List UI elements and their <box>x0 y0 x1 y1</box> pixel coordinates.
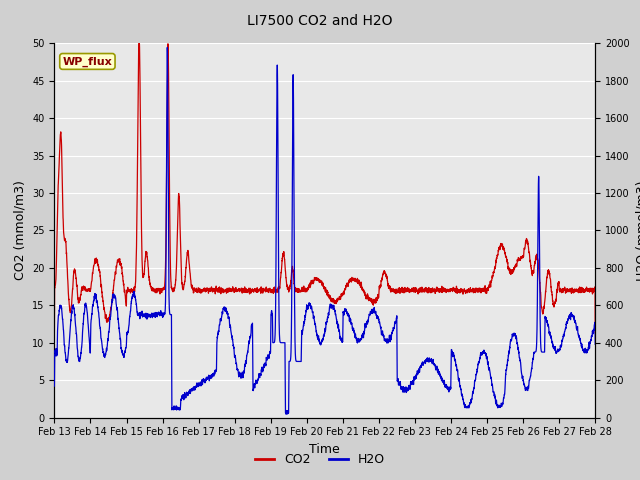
X-axis label: Time: Time <box>309 443 340 456</box>
Text: WP_flux: WP_flux <box>63 56 112 67</box>
Y-axis label: H2O (mmol/m3): H2O (mmol/m3) <box>635 180 640 281</box>
Y-axis label: CO2 (mmol/m3): CO2 (mmol/m3) <box>13 180 27 280</box>
Legend: CO2, H2O: CO2, H2O <box>250 448 390 471</box>
Text: LI7500 CO2 and H2O: LI7500 CO2 and H2O <box>247 14 393 28</box>
